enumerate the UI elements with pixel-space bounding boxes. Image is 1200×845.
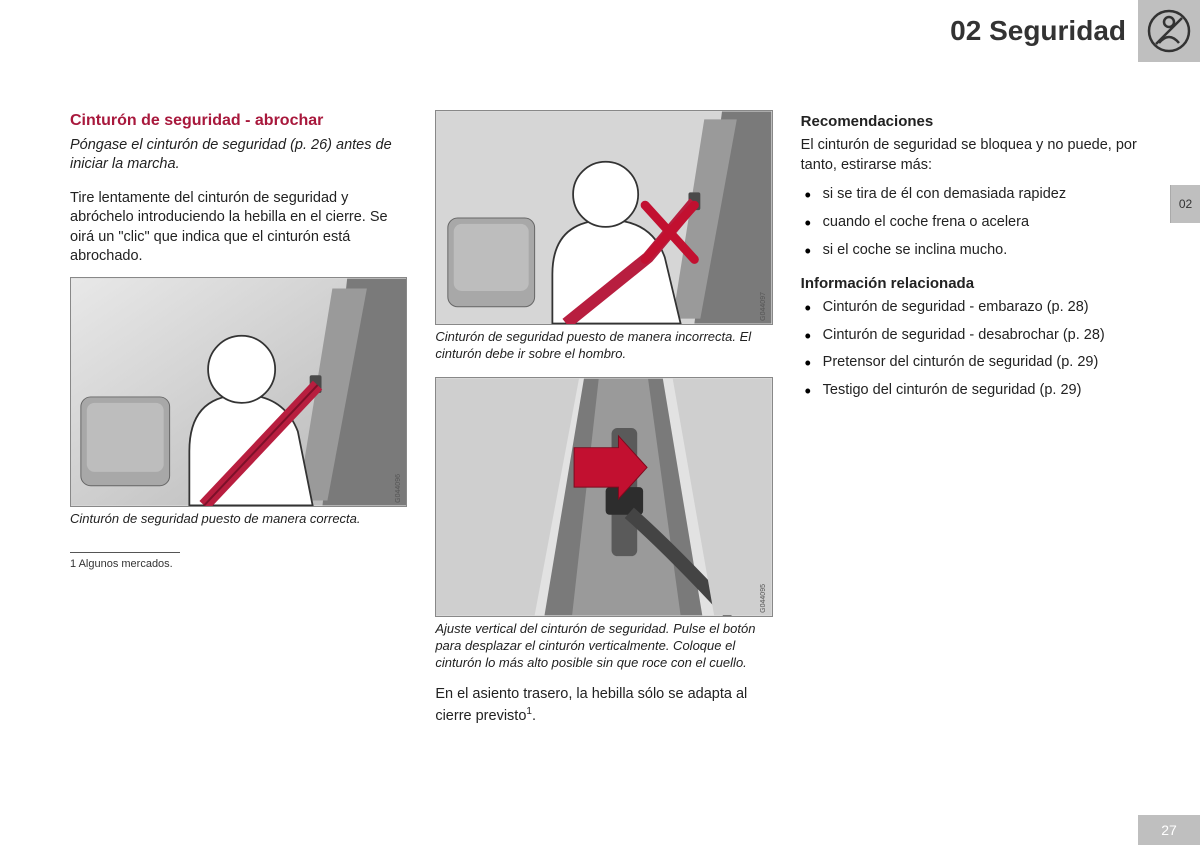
section-intro: Póngase el cinturón de seguridad (p. 26)… [70,136,407,175]
page-header: 02 Seguridad [0,0,1200,62]
footnote-text: Algunos mercados. [76,558,173,570]
list-item: si se tira de él con demasiada rapidez [801,185,1138,205]
figure-incorrect-belt: G044097 [435,110,772,325]
figure-caption: Ajuste vertical del cinturón de segurida… [435,621,772,672]
section-title: Cinturón de seguridad - abrochar [70,110,407,132]
footnote: 1 Algunos mercados. [70,557,407,572]
footnote-rule [70,552,180,553]
figure-adjust-belt: G044095 [435,377,772,617]
body-paragraph: Tire lentamente del cinturón de segurida… [70,189,407,267]
figure-correct-belt: G044096 [70,277,407,507]
seatbelt-chapter-icon [1138,0,1200,62]
figure-code: G044097 [759,292,768,321]
page-number: 27 [1138,815,1200,845]
figure-caption: Cinturón de seguridad puesto de manera i… [435,329,772,363]
column-1: Cinturón de seguridad - abrochar Póngase… [70,110,407,805]
figure-caption: Cinturón de seguridad puesto de manera c… [70,511,407,528]
recommendations-heading: Recomendaciones [801,112,1138,132]
body-paragraph: En el asiento trasero, la hebilla sólo s… [435,685,772,726]
page-content: Cinturón de seguridad - abrochar Póngase… [70,110,1138,805]
figure-code: G044096 [394,474,403,503]
figure-code: G044095 [759,584,768,613]
recommendations-intro: El cinturón de seguridad se bloquea y no… [801,136,1138,175]
column-2: G044097 Cinturón de seguridad puesto de … [435,110,772,805]
related-info-heading: Información relacionada [801,274,1138,294]
list-item: Cinturón de seguridad - desabrochar (p. … [801,326,1138,346]
list-item: si el coche se inclina mucho. [801,241,1138,261]
recommendations-list: si se tira de él con demasiada rapidez c… [801,185,1138,260]
chapter-side-tab: 02 [1170,185,1200,223]
column-3: Recomendaciones El cinturón de seguridad… [801,110,1138,805]
list-item: cuando el coche frena o acelera [801,213,1138,233]
list-item: Cinturón de seguridad - embarazo (p. 28) [801,298,1138,318]
list-item: Pretensor del cinturón de seguridad (p. … [801,353,1138,373]
related-info-list: Cinturón de seguridad - embarazo (p. 28)… [801,298,1138,400]
list-item: Testigo del cinturón de seguridad (p. 29… [801,381,1138,401]
chapter-title: 02 Seguridad [950,15,1126,47]
